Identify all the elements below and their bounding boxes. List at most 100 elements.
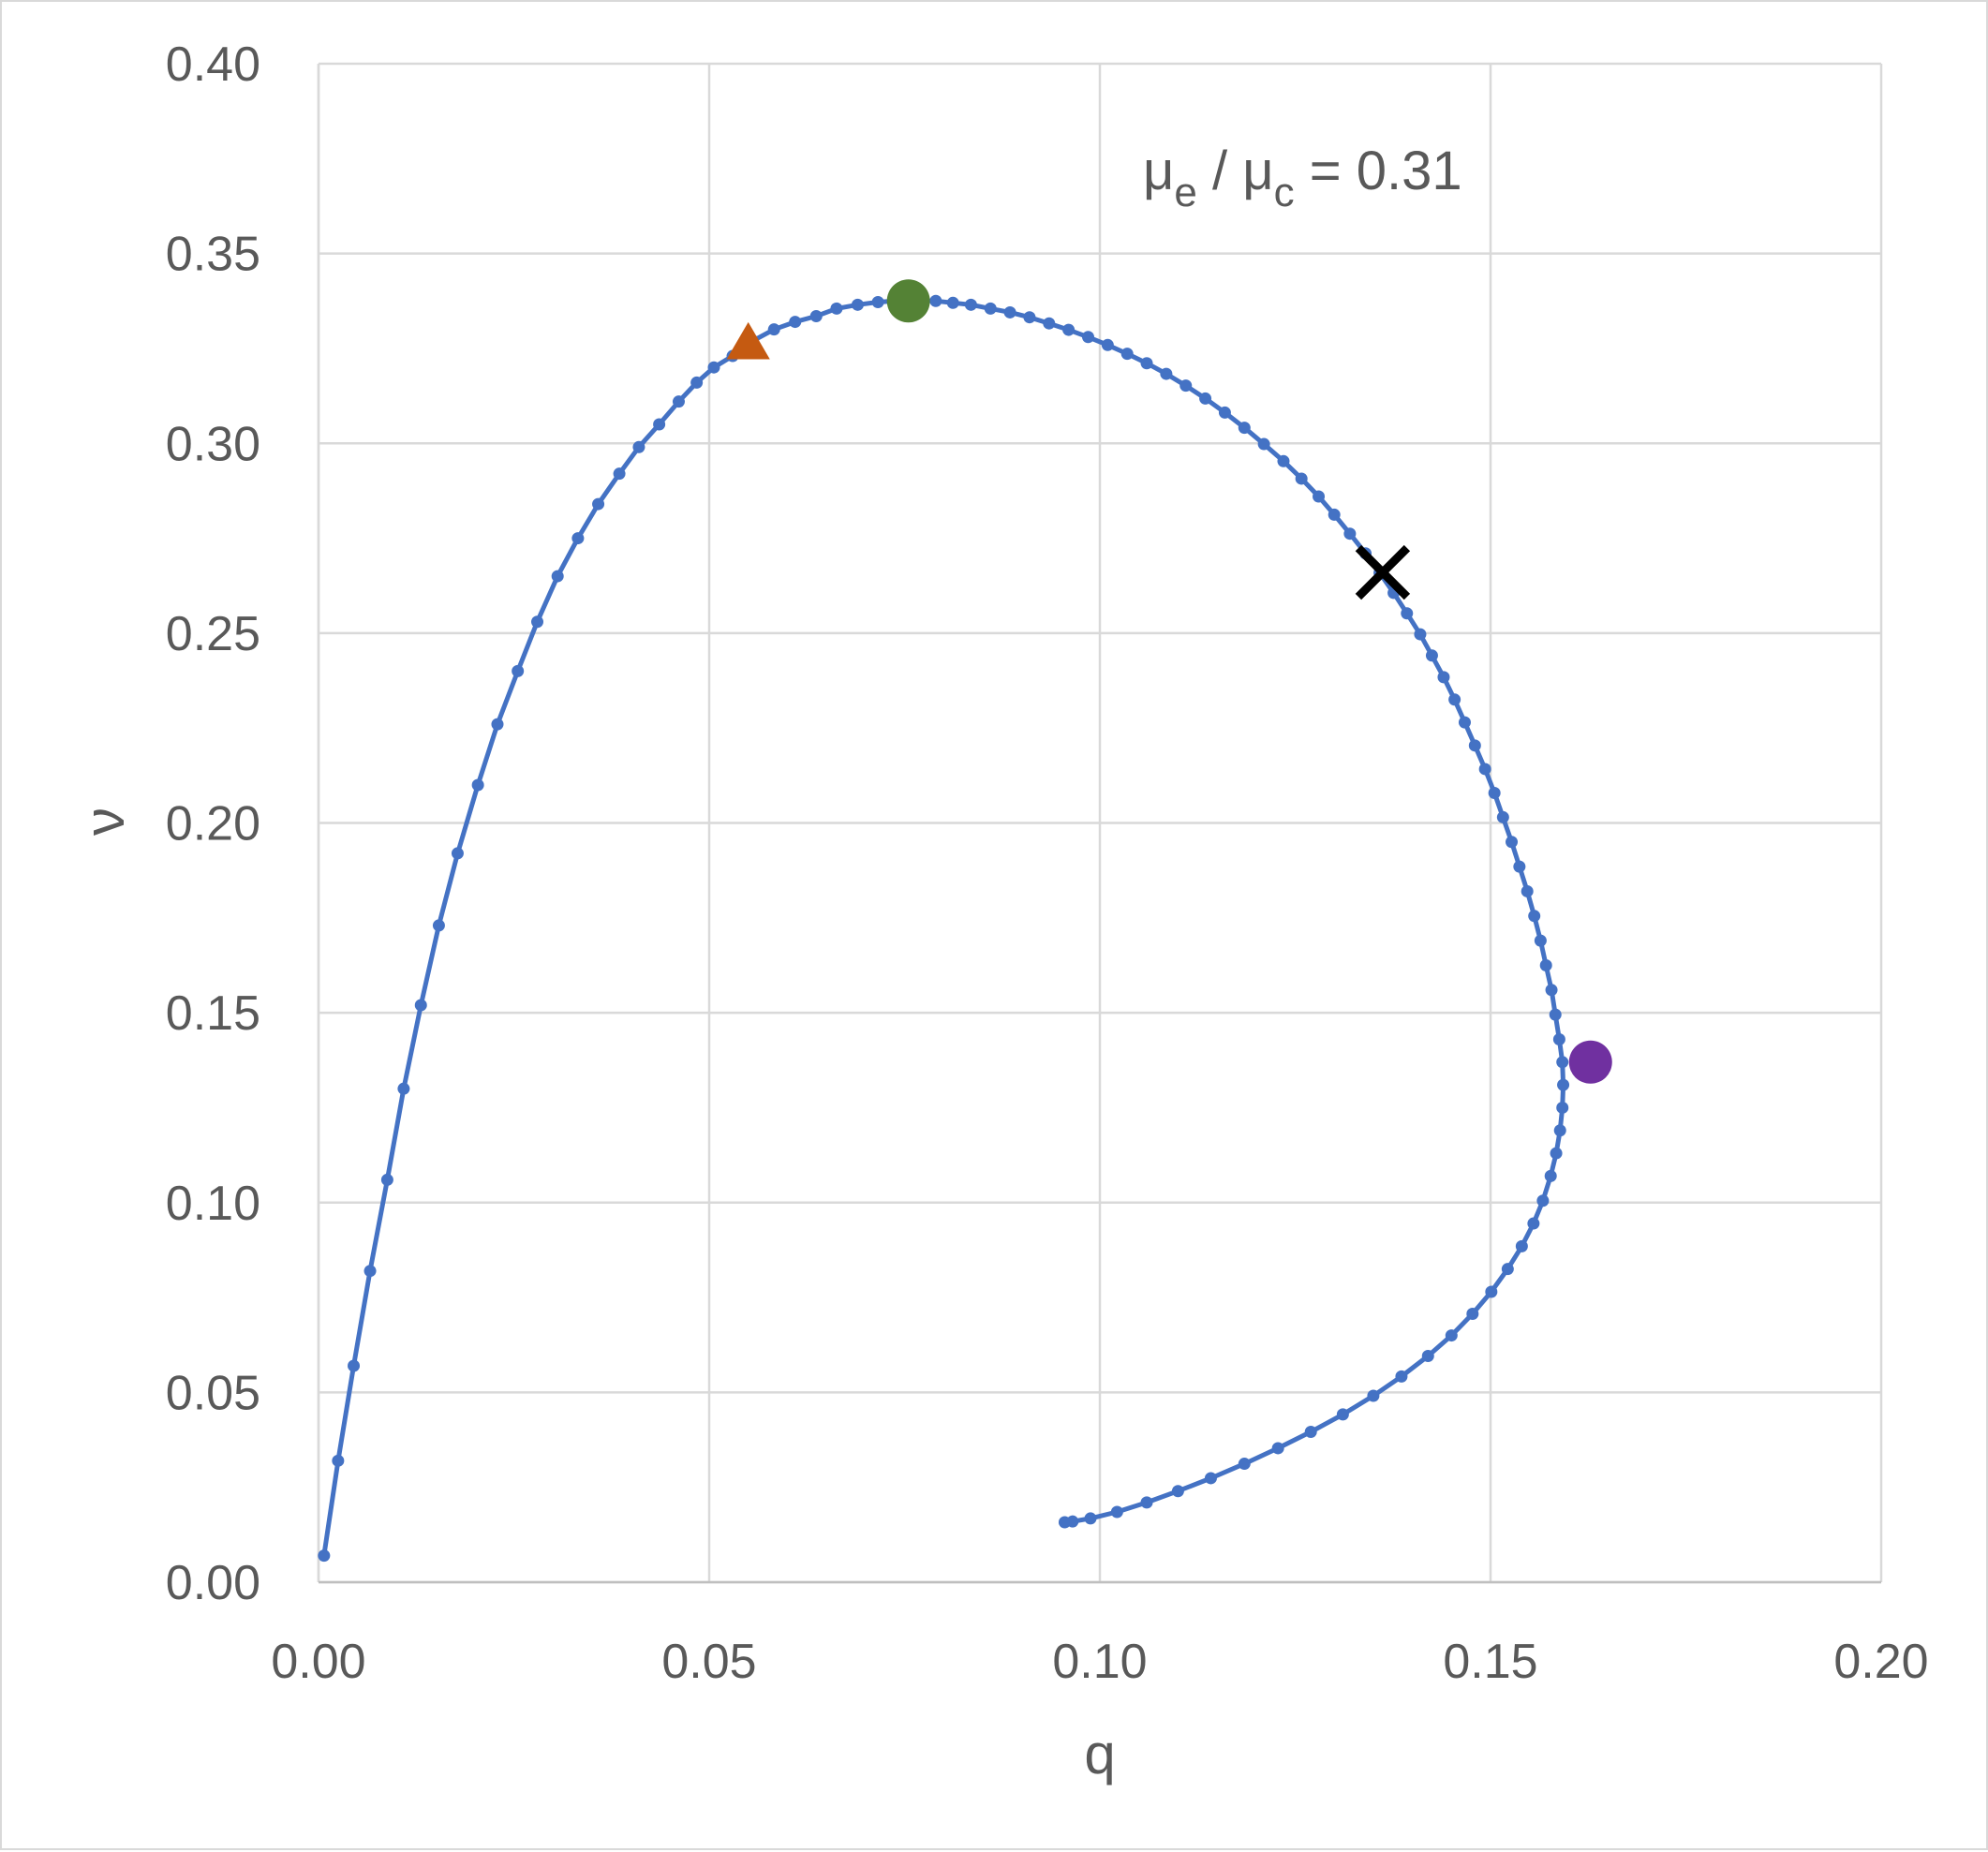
- series-point: [1023, 311, 1036, 324]
- y-tick-label: 0.20: [166, 797, 260, 852]
- series-point: [1513, 860, 1526, 873]
- series-point: [1521, 884, 1534, 897]
- series-point: [1367, 1389, 1380, 1402]
- series-point: [1488, 786, 1501, 799]
- series-point: [1553, 1124, 1566, 1137]
- series-point: [1556, 1101, 1569, 1114]
- annotation-value: = 0.31: [1295, 141, 1462, 201]
- series-point: [707, 361, 720, 374]
- series-point: [1414, 628, 1427, 641]
- series-point: [318, 1549, 331, 1563]
- y-tick-label: 0.00: [166, 1556, 260, 1610]
- gridlines: [317, 62, 1883, 1584]
- series-point: [1549, 1008, 1562, 1021]
- series-point: [851, 298, 864, 311]
- y-tick-label: 0.35: [166, 228, 260, 282]
- green-marker: [886, 279, 930, 323]
- y-tick-label: 0.10: [166, 1177, 260, 1231]
- series-point: [348, 1359, 361, 1372]
- series-point: [1536, 1194, 1550, 1208]
- series-point: [1425, 649, 1438, 662]
- series-point: [1539, 958, 1552, 971]
- series-point: [929, 294, 942, 307]
- series-point: [1506, 836, 1519, 849]
- series-point: [964, 298, 977, 311]
- y-axis-title: ν: [73, 807, 136, 836]
- series-point: [1313, 490, 1326, 503]
- series-point: [491, 718, 504, 731]
- x-tick-label: 0.10: [1052, 1635, 1147, 1689]
- series-point: [1458, 716, 1471, 729]
- series-point: [1179, 379, 1193, 393]
- series-point: [809, 309, 823, 322]
- series-point: [1445, 1329, 1458, 1342]
- annotation-sub-c: c: [1274, 170, 1295, 215]
- series-point: [1468, 739, 1481, 752]
- series-point: [592, 497, 605, 511]
- series-point: [1552, 1032, 1565, 1045]
- series-point: [1003, 305, 1016, 319]
- series-point: [571, 532, 585, 545]
- series-point: [551, 570, 564, 583]
- series-point: [767, 323, 780, 336]
- series-point: [363, 1265, 377, 1278]
- series-point: [1556, 1056, 1569, 1069]
- cross-marker: [1355, 544, 1411, 600]
- series-point: [451, 847, 464, 860]
- series-point: [1528, 910, 1541, 923]
- series-point: [871, 295, 884, 308]
- series-point: [1271, 1442, 1284, 1455]
- series-point: [1544, 1169, 1557, 1182]
- series-point: [1534, 934, 1547, 947]
- series-point: [1084, 1512, 1097, 1525]
- series-point: [1171, 1485, 1184, 1498]
- series-point: [1343, 527, 1357, 541]
- series-layer: [318, 294, 1570, 1563]
- y-tick-label: 0.15: [166, 986, 260, 1041]
- series-point: [1160, 367, 1173, 380]
- series-point: [1218, 406, 1231, 419]
- series-point: [1238, 1458, 1251, 1471]
- series-point: [1140, 1496, 1153, 1509]
- series-point: [1336, 1408, 1349, 1421]
- series-point: [1437, 671, 1450, 684]
- series-point: [789, 316, 802, 329]
- series-point: [690, 376, 704, 389]
- series-point: [984, 302, 997, 315]
- x-tick-label: 0.05: [661, 1635, 756, 1689]
- series-point: [1120, 348, 1134, 361]
- tick-labels: 0.00 0.05 0.10 0.15 0.20 0.25 0.30 0.35 0.40 0.00…: [166, 37, 1929, 1689]
- series-point: [1110, 1505, 1123, 1519]
- series-point: [1328, 508, 1341, 521]
- mu-ratio-annotation: μe / μc = 0.31: [1143, 141, 1462, 215]
- x-tick-label: 0.20: [1833, 1635, 1928, 1689]
- series-point: [1199, 392, 1212, 405]
- triangle-marker: [726, 321, 770, 360]
- series-point: [1081, 331, 1094, 344]
- x-axis-title: q: [1084, 1723, 1115, 1785]
- series-line: [321, 298, 1566, 1556]
- series-point: [1501, 1263, 1514, 1276]
- series-point: [1304, 1426, 1317, 1439]
- series-point: [1515, 1239, 1528, 1252]
- series-point: [1478, 763, 1491, 776]
- series-point: [830, 302, 843, 315]
- series-point: [1448, 693, 1461, 706]
- series-point: [380, 1173, 393, 1186]
- special-points: [726, 279, 1612, 1084]
- series-point: [1550, 1147, 1563, 1160]
- series-point: [1466, 1307, 1479, 1320]
- series-point: [512, 664, 525, 677]
- series-point: [1295, 472, 1308, 485]
- series-point: [613, 467, 626, 481]
- annotation-mu: μ: [1143, 141, 1174, 201]
- series-point: [414, 999, 427, 1012]
- annotation-mid: / μ: [1197, 141, 1274, 201]
- series-point: [1421, 1349, 1434, 1362]
- x-tick-label: 0.15: [1443, 1635, 1537, 1689]
- purple-marker: [1568, 1040, 1612, 1084]
- series-point: [1527, 1217, 1540, 1230]
- series-point: [632, 440, 645, 453]
- series-point: [1140, 357, 1153, 370]
